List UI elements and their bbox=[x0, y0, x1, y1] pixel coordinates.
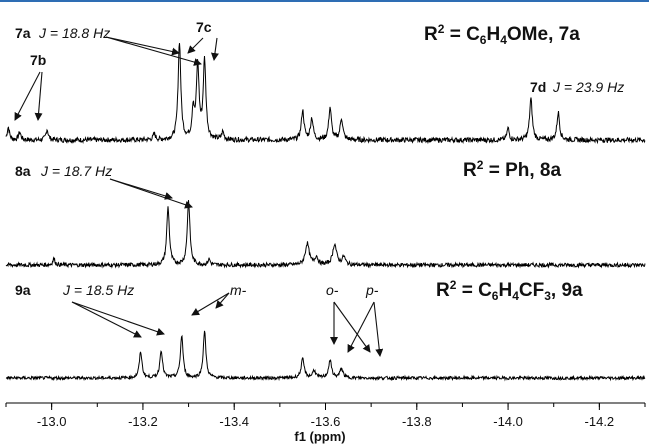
x-tick-label: -14.0 bbox=[493, 414, 523, 429]
x-tick-label: -13.2 bbox=[128, 414, 158, 429]
title-9a: R2 = C6H4CF3, 9a bbox=[436, 278, 583, 303]
label-j-8a: J = 18.7 Hz bbox=[40, 163, 112, 179]
label-7d: 7d bbox=[530, 79, 546, 95]
label-7b: 7b bbox=[30, 52, 46, 68]
label-m: m- bbox=[230, 282, 247, 298]
spectrum-trace-8a bbox=[5, 200, 646, 269]
title-8a: R2 = Ph, 8a bbox=[463, 158, 561, 181]
arrows-8a bbox=[109, 178, 193, 209]
top-rule bbox=[0, 0, 649, 2]
arrows-7a bbox=[14, 36, 219, 121]
x-tick-label: -14.2 bbox=[585, 414, 615, 429]
x-axis-ticks: -13.0 -13.2 -13.4 -13.6 -13.8 -14.0 -14.2 bbox=[5, 403, 646, 429]
label-o: o- bbox=[326, 282, 339, 298]
title-7a: R2 = C6H4OMe, 7a bbox=[424, 22, 580, 47]
label-7a: 7a bbox=[15, 25, 31, 41]
x-tick-label: -13.4 bbox=[219, 414, 249, 429]
x-tick-label: -13.6 bbox=[311, 414, 341, 429]
x-tick-label: -13.0 bbox=[37, 414, 67, 429]
x-tick-label: -13.8 bbox=[402, 414, 432, 429]
label-j-7a: J = 18.8 Hz bbox=[38, 25, 110, 41]
spectrum-trace-7a bbox=[5, 43, 646, 145]
label-j-7d: J = 23.9 Hz bbox=[552, 79, 624, 95]
label-j-9a: J = 18.5 Hz bbox=[62, 282, 134, 298]
spectrum-trace-9a bbox=[5, 330, 646, 382]
arrows-9a bbox=[71, 292, 384, 357]
label-7c: 7c bbox=[196, 19, 212, 35]
label-p: p- bbox=[365, 282, 379, 298]
label-9a: 9a bbox=[15, 282, 31, 298]
label-8a: 8a bbox=[15, 163, 31, 179]
x-axis-title: f1 (ppm) bbox=[294, 429, 345, 444]
